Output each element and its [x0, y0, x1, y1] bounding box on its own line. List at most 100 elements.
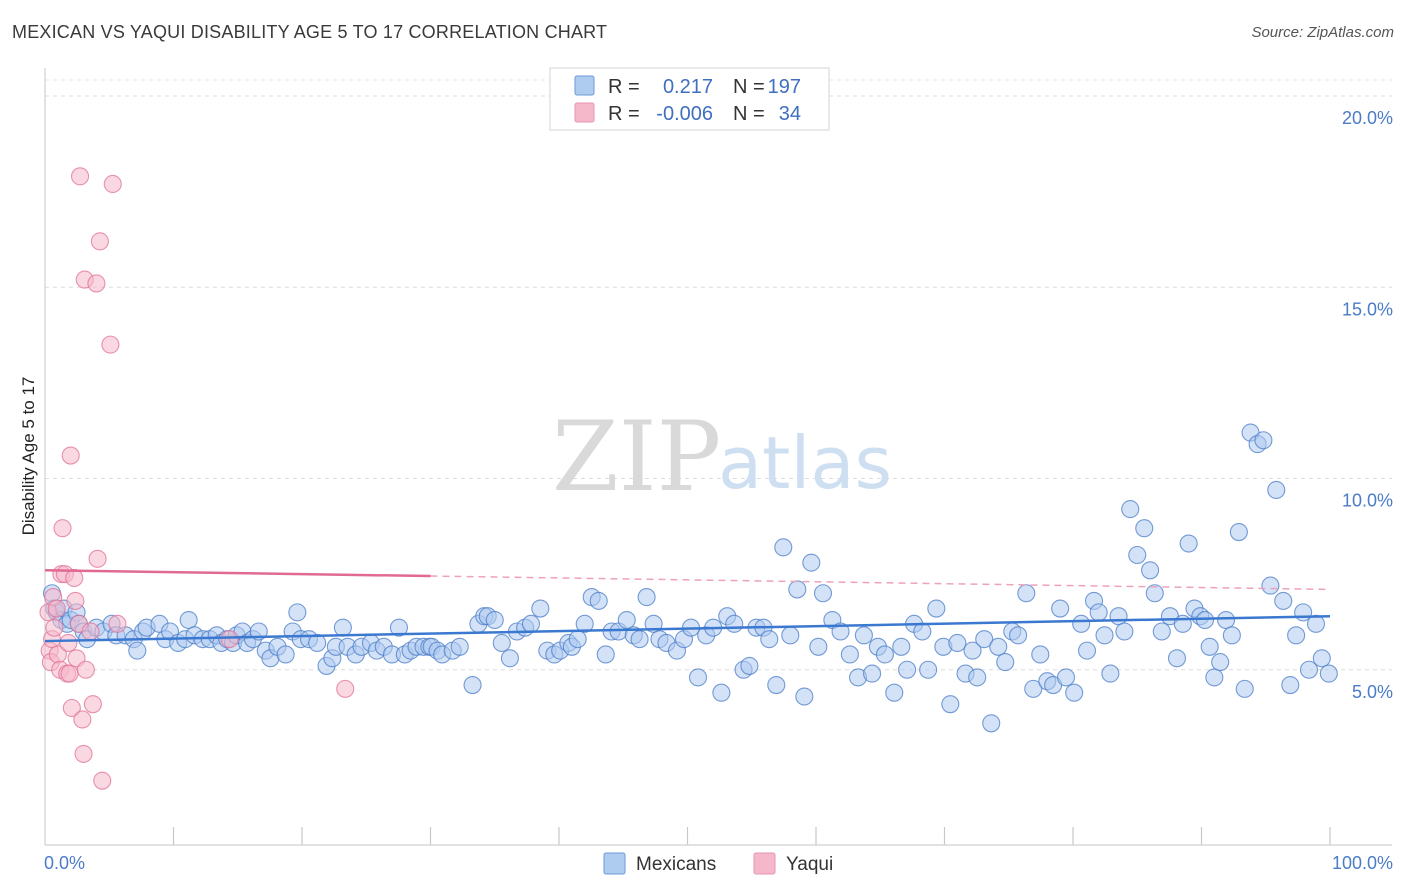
mexicans-point	[963, 641, 982, 660]
mexicans-point	[1274, 591, 1293, 610]
mexicans-point	[927, 599, 946, 618]
yaqui-point	[88, 549, 107, 568]
watermark: ZIP atlas	[552, 401, 892, 513]
mexicans-point	[1095, 626, 1114, 645]
mexicans-point	[1017, 584, 1036, 603]
mexicans-point	[863, 664, 882, 683]
y-tick-label: 15.0%	[1342, 299, 1393, 319]
legend-r-label: R =	[608, 76, 640, 98]
mexicans-point	[308, 633, 327, 653]
mexicans-point	[767, 675, 786, 695]
gridlines	[45, 79, 1392, 671]
legend-swatch-yaqui	[574, 102, 595, 123]
axes	[44, 68, 1392, 846]
yaqui-point	[65, 568, 84, 588]
yaqui-point	[220, 630, 239, 649]
yaqui-point	[103, 174, 122, 194]
legend-r-label: R =	[608, 103, 640, 125]
mexicans-point	[781, 626, 800, 645]
mexicans-point	[788, 580, 807, 599]
mexicans-point	[1072, 614, 1091, 633]
yaqui-point	[336, 679, 355, 698]
yaqui-trend-line-dashed	[430, 575, 1331, 591]
mexicans-point	[913, 622, 932, 641]
mexicans-point	[813, 584, 833, 603]
mexicans-point	[1222, 626, 1241, 645]
mexicans-point	[760, 630, 779, 649]
mexicans-point	[1056, 668, 1076, 687]
mexicans-point	[521, 614, 541, 633]
legend-swatch-mexicans	[574, 75, 595, 96]
mexicans-point	[500, 649, 519, 668]
mexicans-point	[463, 675, 482, 695]
mexicans-point	[1254, 431, 1273, 450]
mexicans-point	[795, 687, 814, 706]
mexicans-point	[1009, 626, 1028, 645]
mexicans-point	[1115, 622, 1134, 641]
mexicans-trend-line	[44, 614, 1331, 643]
mexicans-point	[975, 630, 994, 649]
mexicans-point	[1229, 522, 1248, 542]
mexicans-point	[589, 591, 608, 610]
mexicans-point	[1031, 645, 1050, 664]
mexicans-point	[1216, 610, 1236, 630]
mexicans-point	[637, 588, 656, 607]
bottom-legend-swatch-yaqui	[753, 852, 776, 875]
yaqui-point	[45, 618, 64, 637]
bottom-legend-swatch-mexicans	[603, 852, 626, 875]
bottom-legend: Mexicans Yaqui	[603, 852, 833, 875]
mexicans-point	[968, 668, 987, 687]
yaqui-point	[101, 335, 120, 354]
legend-r-value: -0.006	[656, 103, 713, 125]
yaqui-point	[73, 710, 92, 729]
yaqui-point	[59, 633, 78, 653]
mexicans-point	[485, 610, 504, 630]
mexicans-point	[875, 645, 894, 664]
yaqui-point	[108, 614, 127, 633]
chart-title: MEXICAN VS YAQUI DISABILITY AGE 5 TO 17 …	[12, 22, 608, 42]
legend-n-label: N =	[733, 103, 765, 125]
y-axis-label: Disability Age 5 to 17	[19, 377, 38, 536]
mexicans-point	[996, 653, 1015, 672]
mexicans-point	[1179, 534, 1198, 553]
yaqui-point	[66, 591, 85, 610]
mexicans-point	[1145, 584, 1164, 603]
yaqui-point	[53, 519, 72, 538]
mexicans-point	[1299, 660, 1319, 679]
watermark-zip: ZIP	[552, 401, 721, 513]
mexicans-point	[740, 656, 759, 675]
y-tick-label: 5.0%	[1352, 682, 1393, 702]
mexicans-point	[1089, 603, 1108, 622]
mexicans-point	[725, 614, 744, 633]
mexicans-point	[1128, 545, 1147, 565]
mexicans-point	[1121, 500, 1140, 519]
mexicans-point	[774, 538, 793, 557]
watermark-atlas: atlas	[718, 421, 892, 505]
x-tick-label: 0.0%	[44, 853, 85, 873]
mexicans-point	[885, 683, 904, 702]
mexicans-point	[630, 630, 649, 649]
mexicans-point	[1065, 683, 1084, 702]
yaqui-point	[76, 660, 95, 679]
mexicans-point	[1024, 679, 1043, 698]
mexicans-point	[617, 610, 636, 630]
legend-r-value: 0.217	[663, 76, 713, 98]
mexicans-point	[1141, 561, 1160, 580]
yaqui-point	[74, 744, 93, 763]
yaqui-point	[60, 664, 79, 683]
mexicans-point	[575, 614, 594, 633]
yaqui-point	[90, 232, 109, 251]
mexicans-point	[982, 714, 1001, 733]
mexicans-point	[1287, 626, 1306, 645]
mexicans-point	[802, 553, 821, 572]
mexicans-point	[450, 637, 469, 656]
mexicans-point	[1306, 614, 1326, 633]
mexicans-point	[1281, 675, 1300, 695]
yaqui-trend-line	[44, 569, 431, 578]
mexicans-point	[892, 637, 911, 656]
mexicans-point	[1135, 519, 1154, 538]
mexicans-point	[1101, 664, 1120, 683]
yaqui-point	[62, 698, 81, 718]
mexicans-point	[688, 668, 708, 687]
y-tick-label: 20.0%	[1342, 108, 1393, 128]
